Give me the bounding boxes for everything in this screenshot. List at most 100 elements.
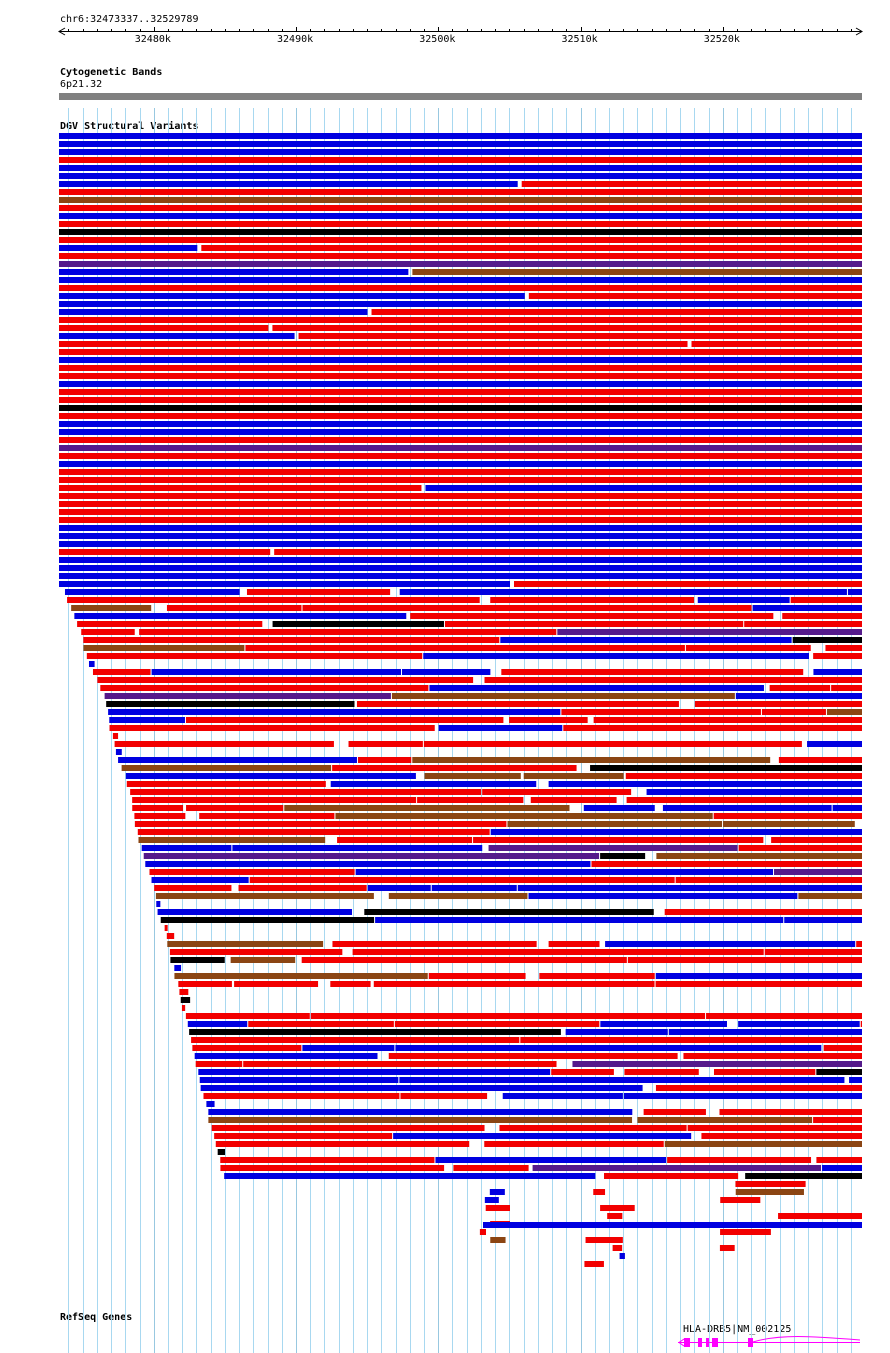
sv-feature	[738, 1021, 860, 1027]
sv-feature	[423, 653, 809, 659]
sv-feature	[502, 1093, 623, 1099]
sv-feature	[623, 1093, 862, 1099]
sv-feature	[59, 301, 862, 307]
sv-feature	[655, 973, 862, 979]
sv-feature	[243, 1061, 557, 1067]
sv-feature	[109, 725, 435, 731]
sv-feature	[59, 397, 862, 403]
sv-feature	[192, 1045, 302, 1051]
sv-feature	[528, 293, 862, 299]
sv-feature	[132, 805, 184, 811]
gene-exon	[698, 1338, 702, 1347]
sv-feature	[412, 757, 771, 763]
sv-feature	[807, 741, 862, 747]
sv-feature	[585, 1237, 623, 1243]
sv-feature	[59, 533, 862, 539]
sv-feature	[59, 165, 862, 171]
sv-feature	[816, 1069, 862, 1075]
sv-feature	[143, 853, 600, 859]
sv-feature	[388, 1053, 678, 1059]
sv-feature	[59, 229, 862, 235]
sv-feature	[59, 221, 862, 227]
sv-feature	[532, 1165, 822, 1171]
cytoband-label: 6p21.32	[60, 79, 103, 90]
sv-feature	[130, 789, 482, 795]
sv-feature	[59, 485, 422, 491]
sv-feature	[479, 1229, 487, 1235]
sv-feature	[399, 1077, 845, 1083]
sv-feature	[720, 1197, 761, 1203]
sv-feature	[720, 1229, 771, 1235]
sv-feature	[675, 877, 862, 883]
sv-feature	[104, 693, 391, 699]
sv-feature	[417, 797, 524, 803]
ruler-left-arrow	[58, 27, 66, 36]
sv-feature	[778, 1213, 862, 1219]
sv-feature	[761, 709, 826, 715]
sv-feature	[337, 837, 473, 843]
sv-feature	[612, 1245, 623, 1251]
sv-feature	[157, 909, 353, 915]
sv-feature	[174, 965, 182, 971]
sv-feature	[624, 1069, 699, 1075]
sv-feature	[444, 621, 744, 627]
sv-feature	[548, 781, 862, 787]
sv-feature	[691, 341, 862, 347]
ruler-tick-label: 32510k	[561, 34, 598, 45]
sv-feature	[388, 893, 528, 899]
sv-feature	[646, 789, 862, 795]
sv-feature	[97, 677, 474, 683]
sv-feature	[410, 613, 774, 619]
sv-feature	[298, 333, 862, 339]
sv-feature	[401, 669, 491, 675]
sv-feature	[310, 1013, 706, 1019]
sv-feature	[745, 1173, 862, 1179]
sv-feature	[849, 1077, 862, 1083]
sv-feature	[330, 981, 371, 987]
sv-feature	[752, 605, 862, 611]
sv-feature	[187, 1021, 248, 1027]
sv-feature	[59, 413, 862, 419]
sv-feature	[771, 837, 862, 843]
sv-feature	[548, 941, 600, 947]
gene-utr-line	[752, 1336, 861, 1343]
sv-feature	[590, 765, 862, 771]
sv-feature	[59, 173, 862, 179]
sv-feature	[792, 637, 862, 643]
sv-feature	[199, 1077, 399, 1083]
sv-feature	[831, 685, 862, 691]
sv-feature	[59, 565, 862, 571]
sv-feature	[655, 1085, 862, 1091]
sv-feature	[605, 941, 856, 947]
sv-feature	[713, 813, 862, 819]
sv-feature	[687, 1125, 862, 1131]
dgv-features[interactable]	[59, 133, 862, 1267]
gene-strand-arrow	[678, 1338, 685, 1347]
sv-feature	[483, 1222, 862, 1228]
sv-feature	[189, 1029, 561, 1035]
cytoband-bar[interactable]	[59, 93, 862, 100]
sv-feature	[490, 1237, 506, 1243]
sv-feature	[425, 485, 862, 491]
sv-feature	[71, 605, 152, 611]
sv-feature	[356, 701, 679, 707]
sv-feature	[199, 813, 335, 819]
sv-feature	[201, 245, 862, 251]
sv-feature	[180, 997, 191, 1003]
sv-feature	[694, 701, 862, 707]
sv-feature	[137, 829, 490, 835]
sv-feature	[272, 325, 862, 331]
sv-feature	[179, 989, 189, 995]
sv-feature	[86, 653, 423, 659]
sv-feature	[424, 773, 521, 779]
cytoband-track-title: Cytogenetic Bands	[60, 67, 163, 78]
sv-feature	[214, 1133, 393, 1139]
sv-feature	[400, 1093, 488, 1099]
sv-feature	[735, 1181, 806, 1187]
gene-model-hla-drb5[interactable]	[678, 1336, 861, 1348]
sv-feature	[274, 549, 862, 555]
sv-feature	[59, 253, 862, 259]
sv-feature	[59, 325, 269, 331]
gene-exon	[706, 1338, 709, 1347]
